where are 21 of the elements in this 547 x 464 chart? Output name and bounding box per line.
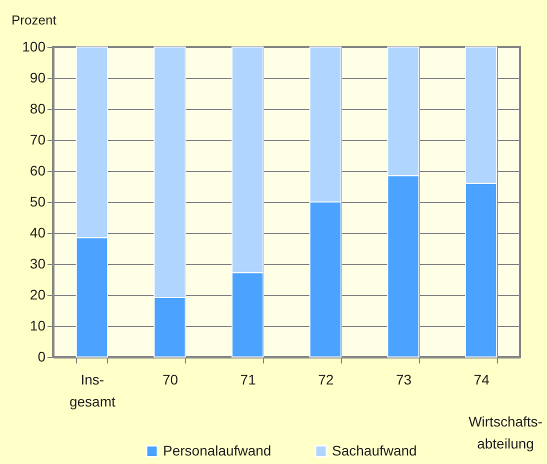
x-tick-label: 72 (318, 372, 334, 388)
x-axis-title: Wirtschafts- abteilung (468, 414, 543, 452)
x-tick-label: 74 (474, 372, 490, 388)
x-tick-label: 71 (240, 372, 256, 388)
y-tick-label: 10 (30, 318, 46, 334)
y-tick-label: 30 (30, 256, 46, 272)
y-tick-label: 20 (30, 286, 46, 302)
x-tick-label: 70 (162, 372, 178, 388)
x-tick-label: Ins- gesamt (69, 372, 116, 410)
x-tick-label: 73 (396, 372, 412, 388)
y-tick-label: 100 (22, 38, 46, 54)
legend-label: Personalaufwand (163, 442, 272, 458)
y-tick-label: 60 (30, 162, 46, 178)
y-tick-label: 70 (30, 132, 46, 148)
y-axis-title: Prozent (12, 12, 57, 28)
y-tick-label: 0 (38, 348, 46, 364)
y-tick-label: 80 (30, 100, 46, 116)
y-tick-label: 40 (30, 224, 46, 240)
legend-label: Sachaufwand (332, 442, 417, 458)
y-tick-label: 50 (30, 194, 46, 210)
y-tick-label: 90 (30, 70, 46, 86)
